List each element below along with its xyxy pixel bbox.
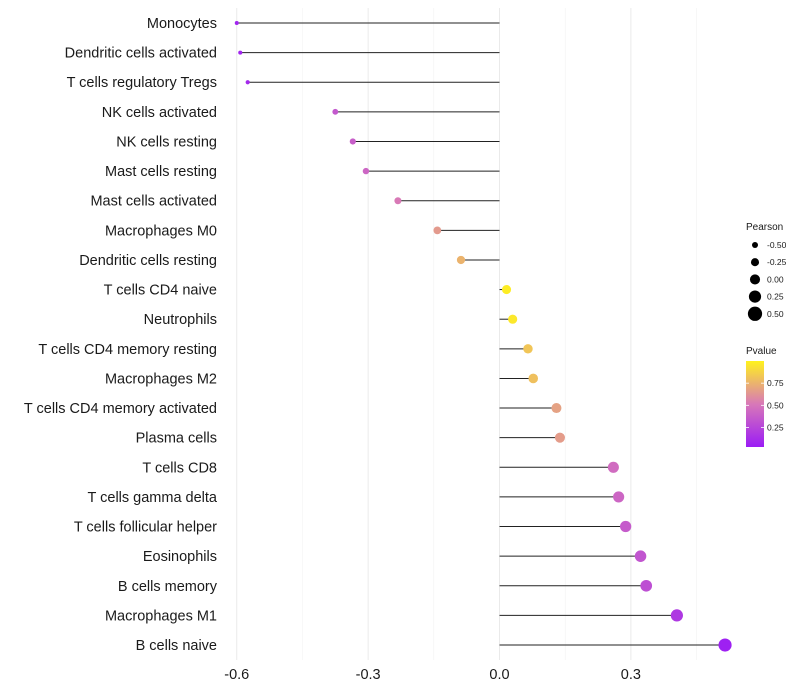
category-label: T cells CD4 memory resting [38,342,217,358]
data-point [551,403,562,414]
data-point [634,550,647,562]
x-tick-label: -0.6 [224,667,249,683]
category-label: T cells regulatory Tregs [67,75,217,91]
size-legend-label: 0.25 [767,292,784,302]
category-label: Dendritic cells activated [65,46,217,62]
data-point [501,285,512,295]
category-label: Neutrophils [144,312,217,328]
category-label: Macrophages M0 [105,223,217,239]
color-legend-label: 0.50 [767,400,784,410]
data-point [234,21,239,25]
category-label: T cells follicular helper [74,520,217,536]
size-legend-label: 0.00 [767,274,784,284]
size-legend-label: -0.50 [767,240,787,250]
size-legend-dot [750,258,760,267]
category-label: Monocytes [147,16,217,32]
category-label: Mast cells resting [105,164,217,180]
category-label: T cells CD4 naive [104,283,217,299]
x-tick-label: 0.3 [621,667,641,683]
data-point [718,638,732,652]
category-label: T cells CD8 [142,460,217,476]
size-legend-title: Pearson [746,222,783,233]
x-tick-label: 0.0 [489,667,509,683]
data-point [245,80,250,85]
color-legend-label: 0.75 [767,378,784,388]
data-point [508,314,518,324]
size-legend-label: 0.50 [767,309,784,319]
data-point [238,50,243,55]
category-label: Macrophages M1 [105,608,217,624]
data-point [456,255,466,265]
data-point [613,491,625,503]
category-label: T cells CD4 memory activated [24,401,217,417]
data-point [607,461,619,473]
data-point [554,432,565,443]
category-label: Eosinophils [143,549,217,565]
data-point [670,609,684,622]
data-point [394,197,402,205]
size-legend-dot [747,306,763,321]
category-label: NK cells resting [116,134,217,150]
color-legend-title: Pvalue [746,346,777,357]
category-label: Dendritic cells resting [79,253,217,269]
data-point [528,373,539,384]
category-label: B cells memory [118,579,218,595]
category-label: B cells naive [136,638,217,654]
size-legend-label: -0.25 [767,257,787,267]
size-legend-dot [748,290,762,303]
data-point [433,226,442,235]
pvalue-colorbar [746,361,764,447]
category-labels: Monocytes Dendritic cells activated T cell… [24,16,218,654]
category-label: Macrophages M2 [105,371,217,387]
stems-layer [236,22,726,646]
data-point [523,344,533,354]
points-layer [234,21,732,652]
category-label: NK cells activated [102,105,217,121]
x-tick-label: -0.3 [356,667,381,683]
size-legend-dot [749,274,761,285]
color-legend: Pvalue 0.75 0.50 0.25 [746,346,784,447]
category-label: Plasma cells [136,431,217,447]
data-point [362,167,370,175]
size-legend-dot [751,241,759,249]
data-point [332,108,339,115]
data-point [640,579,653,592]
grid-layer [236,8,697,660]
data-point [619,520,632,533]
color-legend-label: 0.25 [767,422,784,432]
size-legend: Pearson -0.50 -0.25 0.00 0.25 0.50 [746,222,787,321]
category-label: T cells gamma delta [88,490,218,506]
data-point [349,138,356,145]
category-label: Mast cells activated [90,194,217,210]
x-axis-ticks: -0.6 -0.3 0.0 0.3 [224,667,641,683]
